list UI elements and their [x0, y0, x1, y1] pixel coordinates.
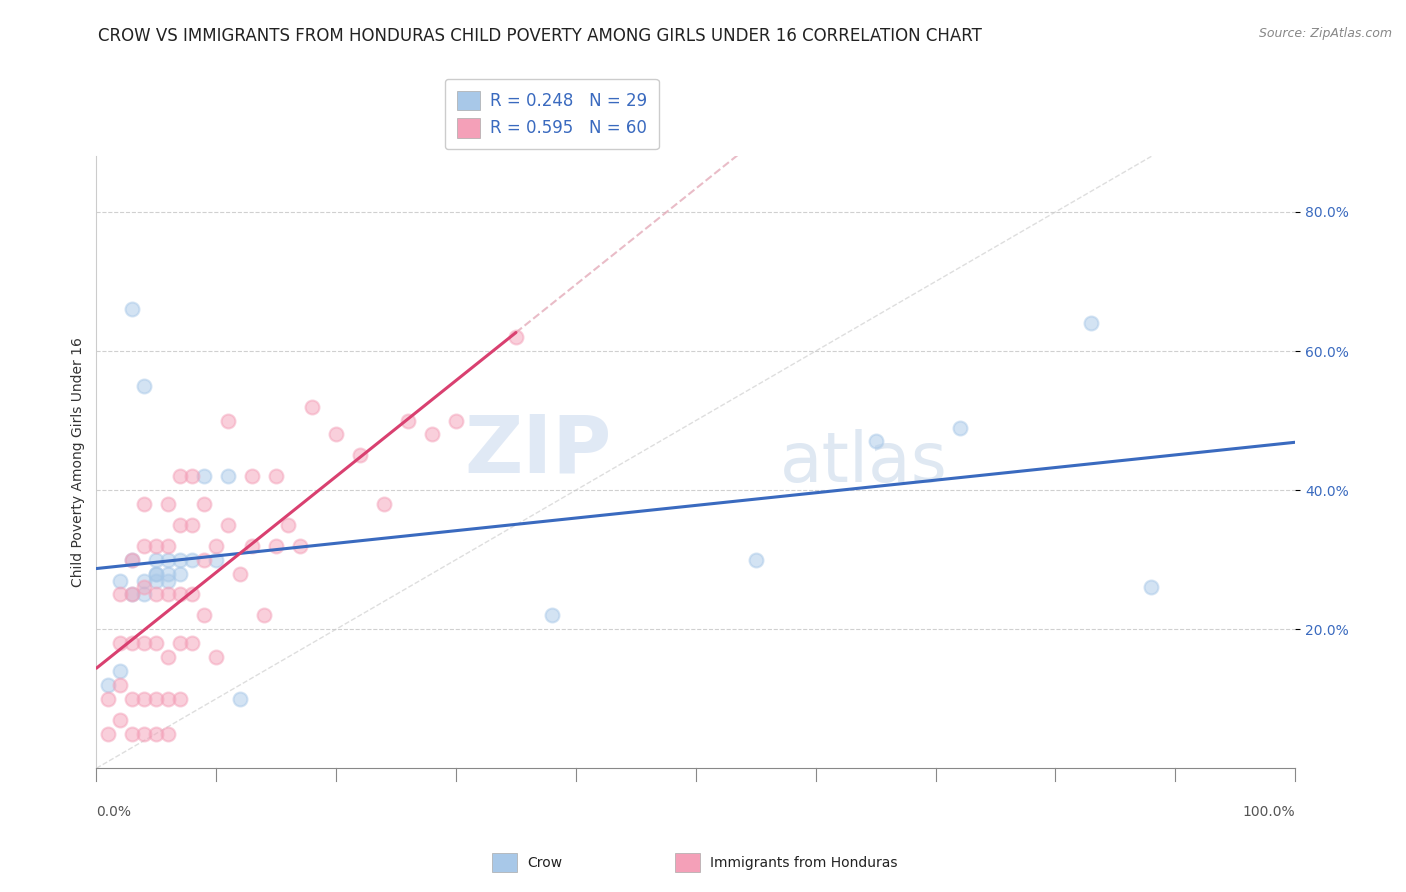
Text: Crow: Crow: [527, 855, 562, 870]
Point: [505, 330, 527, 344]
Point: [264, 539, 287, 553]
Point: [145, 574, 167, 588]
Point: [169, 587, 191, 601]
Point: [121, 552, 143, 566]
Point: [145, 726, 167, 740]
Point: [193, 552, 215, 566]
Point: [121, 587, 143, 601]
Point: [948, 420, 970, 434]
Point: [349, 448, 371, 462]
Point: [121, 691, 143, 706]
Point: [145, 566, 167, 581]
Text: 0.0%: 0.0%: [97, 805, 131, 819]
Point: [157, 539, 180, 553]
Point: [134, 636, 156, 650]
Point: [865, 434, 887, 449]
Point: [121, 726, 143, 740]
Point: [121, 636, 143, 650]
Point: [217, 414, 239, 428]
Point: [169, 517, 191, 532]
Point: [205, 552, 228, 566]
Point: [97, 678, 120, 692]
Point: [181, 636, 204, 650]
Point: [134, 587, 156, 601]
Text: Immigrants from Honduras: Immigrants from Honduras: [710, 855, 897, 870]
Point: [145, 636, 167, 650]
Point: [110, 678, 132, 692]
Point: [169, 552, 191, 566]
Point: [181, 469, 204, 483]
Point: [121, 587, 143, 601]
Point: [145, 552, 167, 566]
Point: [444, 414, 467, 428]
Point: [157, 650, 180, 665]
Point: [193, 469, 215, 483]
Legend: R = 0.248   N = 29, R = 0.595   N = 60: R = 0.248 N = 29, R = 0.595 N = 60: [446, 79, 659, 149]
Point: [181, 587, 204, 601]
Point: [157, 726, 180, 740]
Text: CROW VS IMMIGRANTS FROM HONDURAS CHILD POVERTY AMONG GIRLS UNDER 16 CORRELATION : CROW VS IMMIGRANTS FROM HONDURAS CHILD P…: [98, 27, 983, 45]
Point: [110, 636, 132, 650]
Point: [541, 608, 564, 623]
Point: [373, 497, 395, 511]
Point: [145, 587, 167, 601]
Point: [325, 427, 347, 442]
Point: [288, 539, 311, 553]
Point: [145, 539, 167, 553]
Point: [134, 691, 156, 706]
Point: [169, 469, 191, 483]
Point: [745, 552, 768, 566]
Point: [145, 691, 167, 706]
Point: [181, 552, 204, 566]
Point: [205, 539, 228, 553]
Point: [217, 517, 239, 532]
Point: [240, 539, 263, 553]
Point: [157, 587, 180, 601]
Point: [145, 566, 167, 581]
Text: 100.0%: 100.0%: [1243, 805, 1295, 819]
Point: [110, 574, 132, 588]
Point: [110, 664, 132, 678]
Point: [121, 302, 143, 317]
Point: [157, 691, 180, 706]
Text: atlas: atlas: [780, 429, 948, 496]
Text: ZIP: ZIP: [464, 411, 612, 489]
Point: [121, 552, 143, 566]
Point: [240, 469, 263, 483]
Point: [134, 581, 156, 595]
Point: [277, 517, 299, 532]
Point: [134, 539, 156, 553]
Point: [229, 566, 252, 581]
Point: [134, 726, 156, 740]
Text: Source: ZipAtlas.com: Source: ZipAtlas.com: [1258, 27, 1392, 40]
Point: [301, 400, 323, 414]
Point: [134, 497, 156, 511]
Point: [157, 497, 180, 511]
Point: [110, 587, 132, 601]
Point: [181, 517, 204, 532]
Point: [157, 566, 180, 581]
Point: [169, 691, 191, 706]
Y-axis label: Child Poverty Among Girls Under 16: Child Poverty Among Girls Under 16: [72, 337, 86, 587]
Point: [1080, 316, 1102, 330]
Point: [134, 379, 156, 393]
Point: [229, 691, 252, 706]
Point: [134, 574, 156, 588]
Point: [205, 650, 228, 665]
Point: [264, 469, 287, 483]
Point: [110, 713, 132, 727]
Point: [97, 726, 120, 740]
Point: [253, 608, 276, 623]
Point: [157, 552, 180, 566]
Point: [193, 608, 215, 623]
Point: [1140, 581, 1163, 595]
Point: [97, 691, 120, 706]
Point: [169, 636, 191, 650]
Point: [396, 414, 419, 428]
Point: [420, 427, 443, 442]
Point: [169, 566, 191, 581]
Point: [193, 497, 215, 511]
Point: [217, 469, 239, 483]
Point: [157, 574, 180, 588]
